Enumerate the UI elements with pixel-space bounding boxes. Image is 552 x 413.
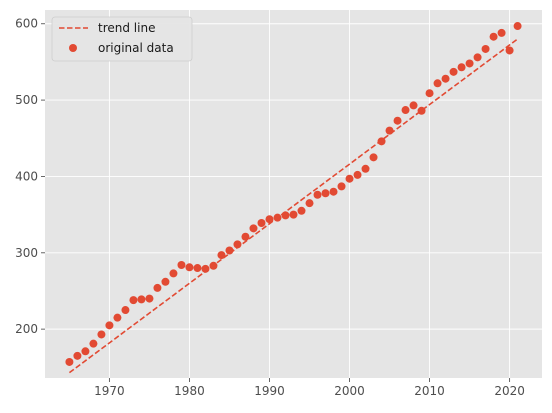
data-point: [177, 261, 186, 270]
data-point: [465, 59, 474, 68]
data-point: [137, 295, 146, 304]
data-point: [425, 89, 434, 98]
data-point: [153, 283, 162, 292]
y-tick-label: 200: [15, 322, 38, 336]
data-point: [265, 215, 274, 224]
grid-lines: [45, 10, 542, 378]
data-point: [201, 264, 210, 273]
data-point: [225, 246, 234, 255]
data-point: [321, 189, 330, 198]
data-point: [513, 22, 522, 31]
data-point: [505, 46, 514, 55]
data-point: [217, 251, 226, 260]
data-points-layer: [65, 22, 522, 366]
data-point: [185, 263, 194, 272]
data-point: [281, 211, 290, 220]
data-point: [329, 187, 338, 196]
data-point: [65, 357, 74, 366]
trend-line: [68, 38, 519, 374]
data-point: [89, 339, 98, 348]
legend-data-label: original data: [98, 41, 174, 55]
data-point: [145, 294, 154, 303]
x-tick-label: 1990: [254, 384, 285, 398]
data-point: [401, 106, 410, 115]
data-point: [233, 240, 242, 249]
data-point: [289, 210, 298, 219]
trend-line-layer: [68, 38, 519, 374]
legend-data-swatch: [69, 44, 77, 52]
x-tick-label: 2000: [334, 384, 365, 398]
data-point: [241, 232, 250, 241]
data-point: [497, 28, 506, 37]
y-tick-label: 600: [15, 17, 38, 31]
data-point: [361, 164, 370, 173]
data-point: [169, 269, 178, 278]
data-point: [209, 261, 218, 270]
data-point: [305, 199, 314, 208]
data-point: [73, 351, 82, 360]
data-point: [105, 321, 114, 330]
y-axis: 200 300 400 500 600: [15, 17, 45, 336]
data-point: [377, 137, 386, 146]
data-point: [297, 206, 306, 215]
data-point: [337, 182, 346, 191]
data-point: [257, 219, 266, 228]
data-point: [113, 313, 122, 322]
data-point: [481, 44, 490, 53]
data-point: [409, 101, 418, 110]
data-point: [273, 213, 282, 222]
x-tick-label: 2010: [414, 384, 445, 398]
legend-trend-label: trend line: [98, 21, 155, 35]
y-tick-label: 400: [15, 169, 38, 183]
x-axis: 1970 1980 1990 2000 2010 2020: [94, 378, 525, 398]
data-point: [441, 74, 450, 83]
x-tick-label: 2020: [494, 384, 525, 398]
y-tick-label: 500: [15, 93, 38, 107]
data-point: [121, 306, 130, 315]
data-point: [433, 79, 442, 88]
x-tick-label: 1970: [94, 384, 125, 398]
data-point: [249, 224, 258, 233]
data-point: [345, 174, 354, 183]
data-point: [457, 63, 466, 72]
data-point: [313, 190, 322, 199]
data-point: [417, 106, 426, 115]
data-point: [369, 153, 378, 162]
y-tick-label: 300: [15, 246, 38, 260]
data-point: [353, 170, 362, 179]
legend: trend line original data: [51, 16, 193, 62]
x-tick-label: 1980: [174, 384, 205, 398]
data-point: [81, 347, 90, 356]
data-point: [97, 330, 106, 339]
data-point: [161, 277, 170, 286]
plot-background: [45, 10, 542, 378]
data-point: [473, 53, 482, 62]
data-point: [489, 32, 498, 41]
data-point: [385, 126, 394, 135]
data-point: [393, 116, 402, 125]
data-point: [449, 67, 458, 76]
data-point: [193, 264, 202, 273]
data-point: [129, 296, 138, 305]
